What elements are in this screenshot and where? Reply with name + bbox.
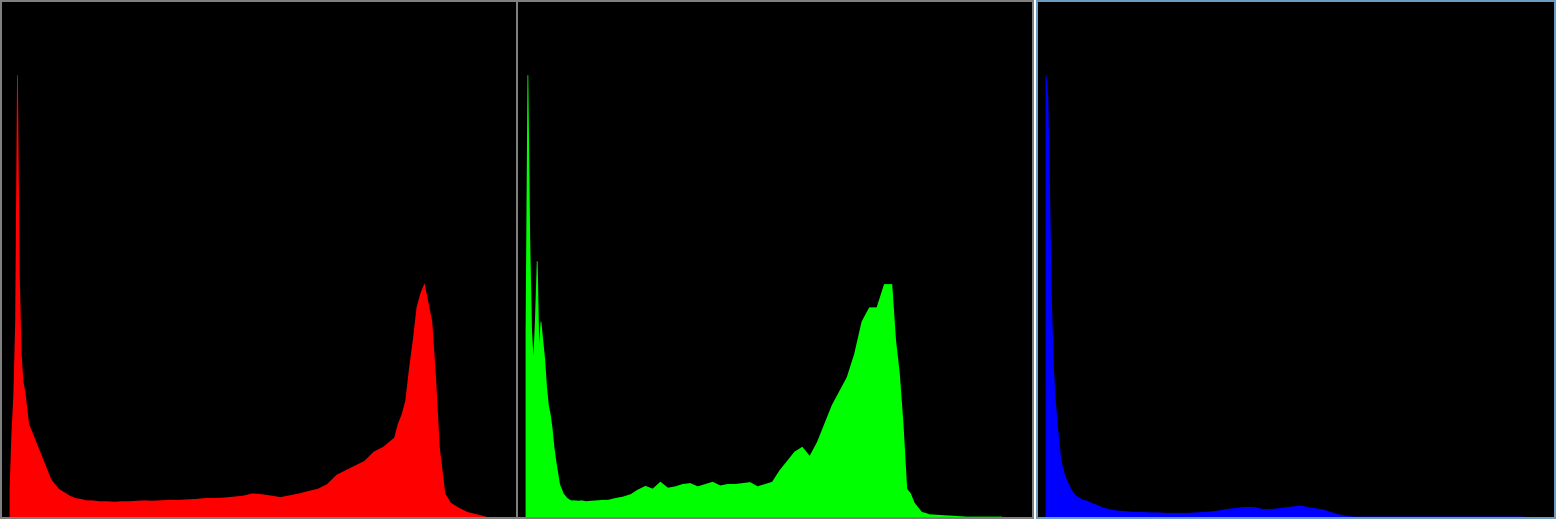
red-channel-histogram (0, 0, 518, 519)
red-histogram-plot (9, 75, 487, 517)
green-histogram-plot (525, 75, 1002, 517)
blue-histogram-area (1045, 75, 1524, 517)
green-channel-histogram (516, 0, 1034, 519)
blue-channel-histogram (1036, 0, 1556, 519)
green-histogram-area (525, 75, 1002, 517)
blue-histogram-plot (1045, 75, 1524, 517)
red-histogram-area (9, 75, 487, 517)
